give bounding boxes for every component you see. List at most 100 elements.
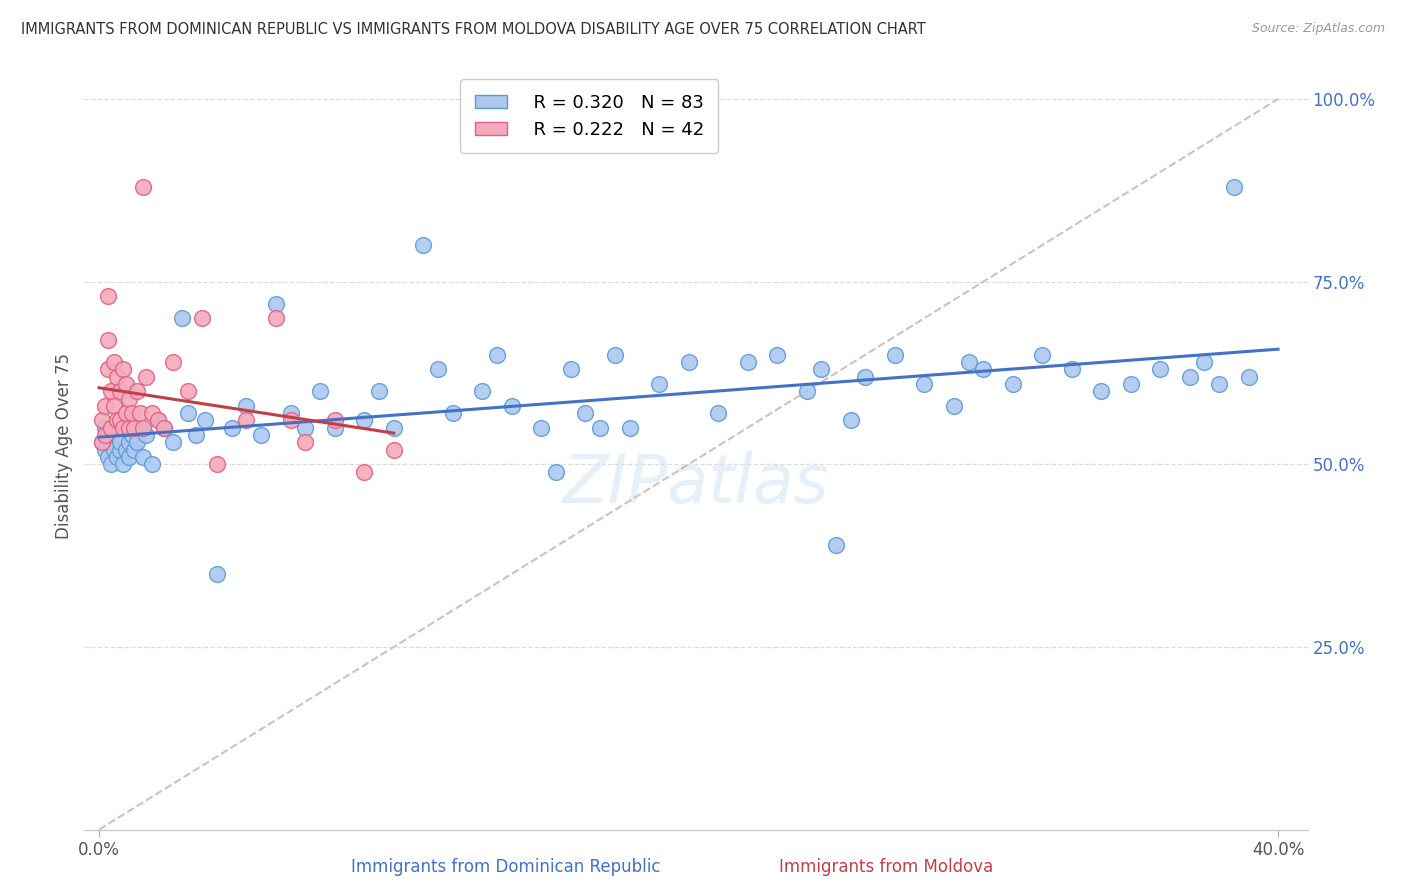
Point xyxy=(176,406,198,420)
Point xyxy=(471,384,494,399)
Point xyxy=(648,376,671,391)
Point xyxy=(146,413,169,427)
Point xyxy=(1149,362,1171,376)
Text: Source: ZipAtlas.com: Source: ZipAtlas.com xyxy=(1251,22,1385,36)
Point xyxy=(353,465,375,479)
Point xyxy=(603,348,626,362)
Point xyxy=(108,384,131,399)
Point xyxy=(114,406,136,420)
Point xyxy=(1119,376,1142,391)
Point xyxy=(619,421,641,435)
Point xyxy=(153,421,176,435)
Point xyxy=(766,348,789,362)
Point xyxy=(530,421,553,435)
Point xyxy=(825,538,848,552)
Point xyxy=(589,421,612,435)
Point xyxy=(1223,179,1246,194)
Point xyxy=(368,384,391,399)
Point xyxy=(382,421,405,435)
Point xyxy=(1090,384,1112,399)
Point xyxy=(97,450,120,464)
Point xyxy=(111,421,134,435)
Point xyxy=(94,421,117,435)
Point xyxy=(146,413,169,427)
Point xyxy=(186,428,208,442)
Point xyxy=(810,362,832,376)
Point xyxy=(132,421,155,435)
Point xyxy=(796,384,818,399)
Point xyxy=(91,435,114,450)
Point xyxy=(382,442,405,457)
Point xyxy=(132,179,155,194)
Point xyxy=(117,435,139,450)
Point xyxy=(1060,362,1083,376)
Point xyxy=(121,428,143,442)
Point xyxy=(117,421,139,435)
Point xyxy=(839,413,862,427)
Point xyxy=(294,435,316,450)
Point xyxy=(114,442,136,457)
Point xyxy=(884,348,907,362)
Point xyxy=(957,355,980,369)
Point xyxy=(100,435,122,450)
Point xyxy=(235,399,257,413)
Point xyxy=(94,442,117,457)
Point xyxy=(105,369,128,384)
Point xyxy=(250,428,273,442)
Point xyxy=(97,289,120,303)
Point xyxy=(294,421,316,435)
Point xyxy=(105,450,128,464)
Point xyxy=(105,428,128,442)
Point xyxy=(91,435,114,450)
Point xyxy=(1194,355,1216,369)
Text: Immigrants from Dominican Republic: Immigrants from Dominican Republic xyxy=(352,858,661,876)
Point xyxy=(114,376,136,391)
Point xyxy=(737,355,759,369)
Point xyxy=(111,421,134,435)
Point xyxy=(97,428,120,442)
Point xyxy=(912,376,935,391)
Point xyxy=(544,465,567,479)
Point xyxy=(1237,369,1260,384)
Point xyxy=(441,406,464,420)
Point xyxy=(353,413,375,427)
Point xyxy=(124,442,146,457)
Y-axis label: Disability Age Over 75: Disability Age Over 75 xyxy=(55,353,73,539)
Point xyxy=(323,413,346,427)
Point xyxy=(485,348,508,362)
Point xyxy=(264,296,287,310)
Point xyxy=(280,413,302,427)
Point xyxy=(135,369,157,384)
Point xyxy=(103,421,125,435)
Point xyxy=(91,413,114,427)
Point xyxy=(103,442,125,457)
Point xyxy=(129,406,152,420)
Point xyxy=(972,362,994,376)
Point xyxy=(574,406,596,420)
Point xyxy=(129,421,152,435)
Point xyxy=(1208,376,1230,391)
Point xyxy=(205,457,228,471)
Point xyxy=(309,384,332,399)
Point xyxy=(100,457,122,471)
Point xyxy=(162,435,184,450)
Point xyxy=(117,392,139,406)
Point xyxy=(100,421,122,435)
Point xyxy=(205,566,228,581)
Point xyxy=(176,384,198,399)
Point xyxy=(117,450,139,464)
Point xyxy=(108,442,131,457)
Point xyxy=(235,413,257,427)
Point xyxy=(105,413,128,427)
Point xyxy=(1001,376,1024,391)
Point xyxy=(855,369,877,384)
Point xyxy=(132,450,155,464)
Point xyxy=(707,406,730,420)
Point xyxy=(264,311,287,326)
Point xyxy=(323,421,346,435)
Point xyxy=(280,406,302,420)
Point xyxy=(121,406,143,420)
Point xyxy=(141,457,163,471)
Point xyxy=(170,311,193,326)
Point xyxy=(103,399,125,413)
